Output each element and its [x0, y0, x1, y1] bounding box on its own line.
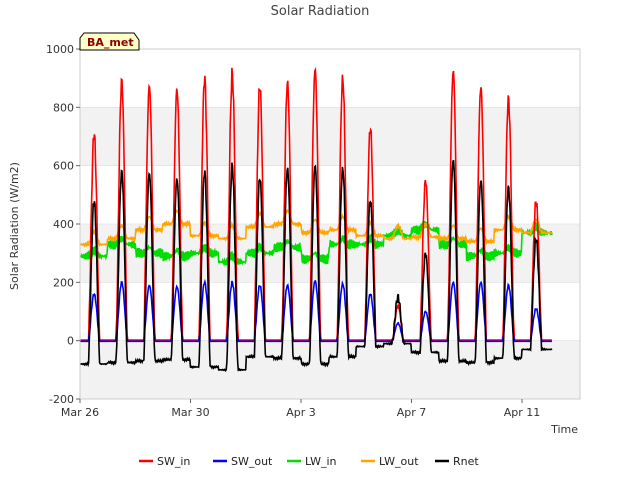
y-tick-label: 800: [53, 101, 74, 114]
series-line-sw-out: [80, 278, 552, 343]
grid-band: [80, 165, 580, 224]
x-tick-label: Apr 11: [504, 406, 541, 419]
series-line-sw-in: [80, 66, 552, 344]
legend-label-rnet: Rnet: [453, 455, 479, 468]
series-line-lw-out: [79, 208, 553, 248]
series-line-lw-in: [79, 220, 553, 267]
y-tick-label: 1000: [46, 43, 74, 56]
legend: SW_in SW_out LW_in LW_out Rnet: [139, 455, 479, 468]
badge-label: BA_met: [87, 36, 134, 49]
x-tick-label: Apr 7: [397, 406, 427, 419]
x-axis-label: Time: [550, 423, 578, 436]
y-tick-label: -200: [49, 393, 74, 406]
badge: BA_met: [79, 32, 140, 51]
x-tick-label: Mar 26: [61, 406, 99, 419]
legend-label-lw-out: LW_out: [379, 455, 419, 468]
grid-band: [80, 49, 580, 108]
x-tick-label: Mar 30: [171, 406, 209, 419]
plot-background: [80, 49, 580, 399]
grid-band: [80, 340, 580, 399]
legend-label-sw-in: SW_in: [157, 455, 190, 468]
legend-label-lw-in: LW_in: [305, 455, 337, 468]
grid-band: [80, 107, 580, 166]
y-axis-label: Solar Radiation (W/m2): [8, 162, 21, 290]
x-axis: Mar 26 Mar 30 Apr 3 Apr 7 Apr 11: [61, 399, 540, 419]
y-tick-label: 200: [53, 276, 74, 289]
grid-band: [80, 282, 580, 341]
series-layer: [79, 66, 553, 373]
y-axis: -200 0 200 400 600 800 1000: [46, 43, 80, 406]
x-tick-label: Apr 3: [286, 406, 316, 419]
y-tick-label: 0: [67, 335, 74, 348]
series-line-rnet: [80, 159, 553, 373]
badge-box: [79, 32, 140, 51]
y-tick-label: 600: [53, 160, 74, 173]
chart-title: Solar Radiation: [271, 4, 370, 19]
y-tick-label: 400: [53, 218, 74, 231]
legend-label-sw-out: SW_out: [231, 455, 273, 468]
